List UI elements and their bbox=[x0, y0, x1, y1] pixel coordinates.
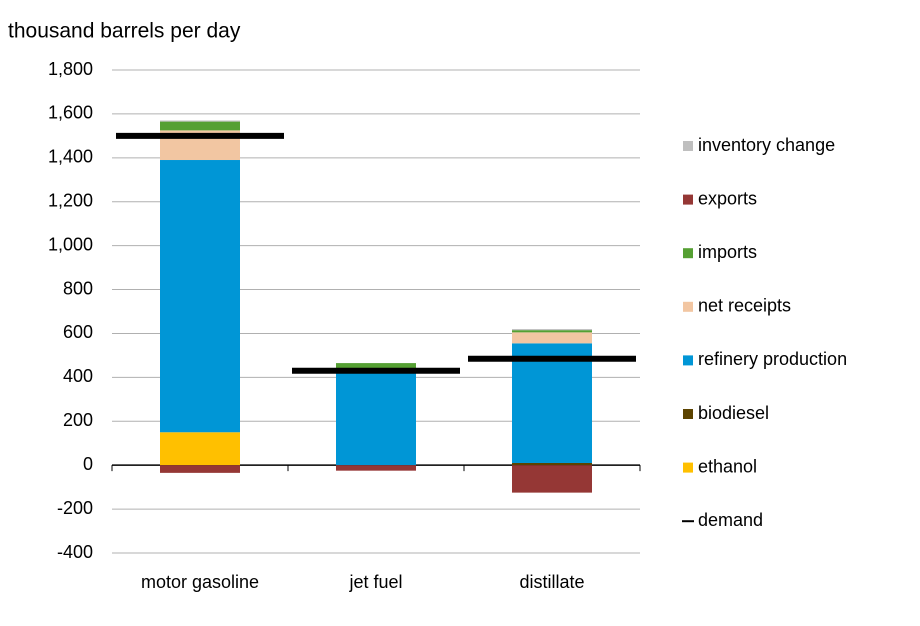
y-tick-label: 600 bbox=[63, 322, 93, 342]
x-tick-label: jet fuel bbox=[349, 572, 403, 592]
legend-swatch bbox=[683, 409, 693, 419]
y-tick-label: 200 bbox=[63, 410, 93, 430]
bar-segment bbox=[512, 330, 592, 333]
bar-segment bbox=[160, 465, 240, 473]
y-tick-label: -400 bbox=[57, 542, 93, 562]
y-tick-label: 1,800 bbox=[48, 59, 93, 79]
legend-label: refinery production bbox=[698, 349, 847, 369]
legend-swatch bbox=[683, 194, 693, 205]
y-tick-label: 1,600 bbox=[48, 103, 93, 123]
bar-segment bbox=[160, 120, 240, 122]
x-tick-label: distillate bbox=[519, 572, 585, 592]
bar-segment bbox=[512, 343, 592, 463]
x-tick-label: motor gasoline bbox=[140, 572, 260, 592]
legend-swatch bbox=[683, 355, 693, 366]
legend-label: demand bbox=[698, 510, 763, 530]
bar-segment bbox=[512, 462, 592, 466]
bar-segment bbox=[160, 432, 240, 466]
y-tick-label: 1,400 bbox=[48, 147, 93, 167]
legend-label: net receipts bbox=[698, 296, 791, 316]
bar-segment bbox=[336, 465, 416, 471]
legend-swatch bbox=[683, 141, 693, 151]
bar-segment bbox=[336, 363, 416, 371]
bar-segment bbox=[512, 465, 592, 493]
bar-segment bbox=[160, 121, 240, 131]
chart-title: thousand barrels per day bbox=[8, 20, 241, 43]
y-tick-label: 400 bbox=[63, 366, 93, 386]
legend-label: imports bbox=[698, 242, 757, 262]
y-tick-label: 0 bbox=[83, 454, 93, 474]
y-tick-label: 800 bbox=[63, 278, 93, 298]
bar-segment bbox=[336, 370, 416, 466]
legend-label: exports bbox=[698, 188, 757, 208]
legend-label: ethanol bbox=[698, 456, 757, 476]
bar-segment bbox=[512, 332, 592, 344]
legend-label: inventory change bbox=[698, 135, 835, 155]
legend-label: biodiesel bbox=[698, 403, 769, 423]
bar-segment bbox=[160, 160, 240, 433]
y-tick-label: 1,000 bbox=[48, 234, 93, 254]
y-tick-label: 1,200 bbox=[48, 190, 93, 210]
y-tick-label: -200 bbox=[57, 498, 93, 518]
legend-swatch bbox=[683, 301, 693, 312]
legend-swatch bbox=[683, 462, 693, 473]
bar-segment bbox=[512, 329, 592, 331]
legend-swatch bbox=[683, 248, 693, 259]
